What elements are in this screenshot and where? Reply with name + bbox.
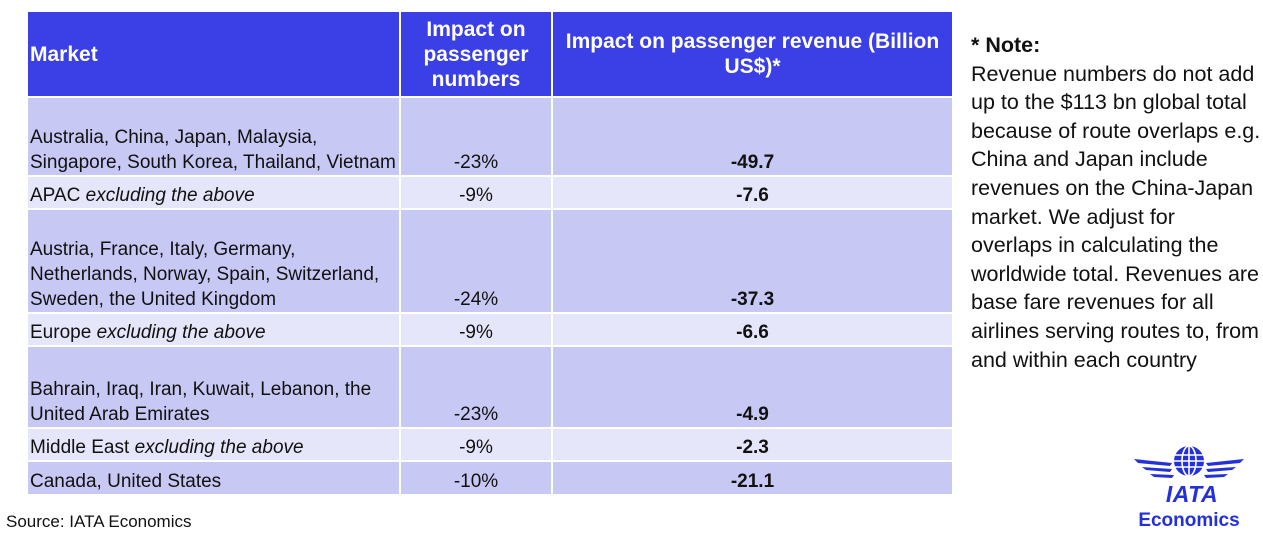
header-market: Market [28, 12, 401, 97]
revenue-impact-cell: -2.3 [552, 427, 952, 461]
market-qualifier: excluding the above [134, 437, 304, 458]
table-row: Canada, United States -10% -21.1 [28, 460, 952, 494]
revenue-impact-cell: -21.1 [552, 460, 952, 494]
table-row: Europe excluding the above -9% -6.6 [28, 312, 952, 346]
source-note: Source: IATA Economics [6, 512, 192, 531]
table-row: Middle East excluding the above -9% -2.3 [28, 427, 952, 461]
revenue-impact-cell: -6.6 [552, 312, 952, 346]
passenger-impact-cell: -23% [400, 96, 553, 176]
market-cell: Bahrain, Iraq, Iran, Kuwait, Lebanon, th… [28, 345, 401, 428]
revenue-impact-cell: -7.6 [552, 175, 952, 209]
market-cell: Canada, United States [28, 460, 401, 494]
header-passenger-revenue: Impact on passenger revenue (Billion US$… [552, 12, 952, 97]
logo-wordmark: IATA [1165, 481, 1219, 507]
passenger-impact-cell: -9% [400, 175, 553, 209]
table-row: Austria, France, Italy, Germany, Netherl… [28, 208, 952, 313]
iata-logo: IATA Economics [1132, 443, 1246, 535]
passenger-impact-cell: -23% [400, 345, 553, 428]
market-cell: APAC excluding the above [28, 175, 401, 209]
table-row: Australia, China, Japan, Malaysia, Singa… [28, 96, 952, 176]
passenger-impact-cell: -9% [400, 312, 553, 346]
passenger-impact-cell: -24% [400, 208, 553, 313]
revenue-impact-cell: -4.9 [552, 345, 952, 428]
market-cell: Australia, China, Japan, Malaysia, Singa… [28, 96, 401, 176]
market-qualifier: excluding the above [96, 322, 266, 343]
market-name: APAC [30, 185, 81, 206]
passenger-impact-cell: -10% [400, 460, 553, 494]
market-qualifier: excluding the above [85, 185, 255, 206]
market-name: Australia, China, Japan, Malaysia, Singa… [30, 127, 396, 173]
logo-subtitle: Economics [1138, 510, 1240, 531]
table-body: Australia, China, Japan, Malaysia, Singa… [28, 96, 952, 494]
market-cell: Middle East excluding the above [28, 427, 401, 461]
market-name: Middle East [30, 437, 130, 458]
market-name: Bahrain, Iraq, Iran, Kuwait, Lebanon, th… [30, 379, 372, 425]
impact-table: Market Impact on passenger numbers Impac… [28, 12, 952, 494]
table-row: APAC excluding the above -9% -7.6 [28, 175, 952, 209]
passenger-impact-cell: -9% [400, 427, 553, 461]
market-name: Canada, United States [30, 471, 222, 492]
market-cell: Austria, France, Italy, Germany, Netherl… [28, 208, 401, 313]
footnote: * Note: Revenue numbers do not add up to… [971, 31, 1261, 374]
table-row: Bahrain, Iraq, Iran, Kuwait, Lebanon, th… [28, 345, 952, 428]
header-passenger-numbers: Impact on passenger numbers [400, 12, 553, 97]
note-text: Revenue numbers do not add up to the $11… [971, 61, 1261, 372]
market-name: Europe [30, 322, 92, 343]
market-name: Austria, France, Italy, Germany, Netherl… [30, 239, 380, 310]
globe-wings-icon [1134, 445, 1244, 478]
note-title: * Note: [971, 33, 1041, 57]
market-cell: Europe excluding the above [28, 312, 401, 346]
revenue-impact-cell: -49.7 [552, 96, 952, 176]
revenue-impact-cell: -37.3 [552, 208, 952, 313]
